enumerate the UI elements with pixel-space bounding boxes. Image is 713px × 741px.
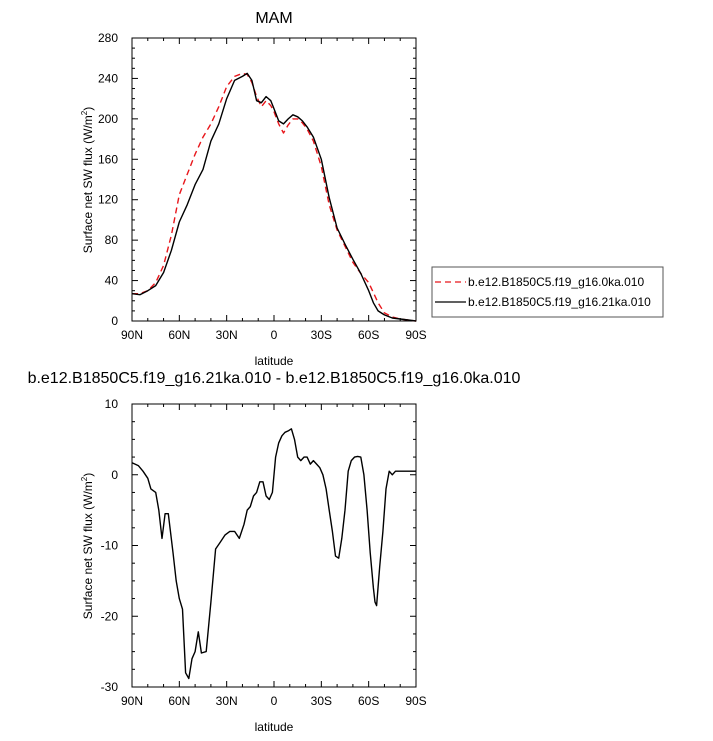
top-y-tick-label: 240 bbox=[98, 71, 118, 85]
top-x-tick-label: 0 bbox=[271, 328, 278, 342]
bottom-x-tick-label: 90S bbox=[405, 694, 426, 708]
bottom-x-tick-label: 30S bbox=[311, 694, 332, 708]
bottom-chart: b.e12.B1850C5.f19_g16.21ka.010 - b.e12.B… bbox=[28, 370, 521, 734]
bottom-x-tick-label: 60S bbox=[358, 694, 379, 708]
top-chart-title: MAM bbox=[255, 10, 292, 27]
top-y-axis-label: Surface net SW flux (W/m2) bbox=[80, 107, 95, 253]
top-x-tick-label: 30N bbox=[216, 328, 238, 342]
bottom-y-tick-label: -10 bbox=[101, 539, 119, 553]
top-y-tick-label: 160 bbox=[98, 152, 118, 166]
bottom-y-axis-label: Surface net SW flux (W/m2) bbox=[80, 473, 95, 619]
top-x-tick-label: 60S bbox=[358, 328, 379, 342]
top-y-tick-label: 200 bbox=[98, 112, 118, 126]
bottom-x-tick-label: 90N bbox=[121, 694, 143, 708]
top-series-line-1 bbox=[131, 72, 417, 322]
bottom-series-group bbox=[131, 428, 416, 680]
top-legend: b.e12.B1850C5.f19_g16.0ka.010 b.e12.B185… bbox=[431, 266, 664, 318]
top-x-tick-label: 90S bbox=[405, 328, 426, 342]
top-x-tick-label: 30S bbox=[311, 328, 332, 342]
bottom-chart-title: b.e12.B1850C5.f19_g16.21ka.010 - b.e12.B… bbox=[28, 370, 521, 387]
top-plot-frame bbox=[131, 37, 417, 322]
top-series-line-0 bbox=[132, 72, 417, 322]
legend-label-0ka: b.e12.B1850C5.f19_g16.0ka.010 bbox=[468, 275, 644, 289]
bottom-y-tick-label: 10 bbox=[105, 397, 119, 411]
top-y-tick-label: 0 bbox=[111, 314, 118, 328]
legend-box bbox=[431, 266, 664, 318]
top-x-tick-label: 60N bbox=[168, 328, 190, 342]
bottom-ticks: 90N 60N 30N 0 30S 60S 90S -30 -20 -10 0 10 bbox=[101, 397, 427, 708]
top-ticks: 90N 60N 30N 0 30S 60S 90S 0 40 80 120 160 200 240 280 bbox=[98, 31, 427, 342]
top-x-axis-label: latitude bbox=[255, 354, 294, 368]
bottom-series-line-0 bbox=[131, 428, 416, 680]
bottom-y-tick-label: 0 bbox=[111, 468, 118, 482]
bottom-x-tick-label: 30N bbox=[216, 694, 238, 708]
bottom-y-tick-label: -20 bbox=[101, 609, 119, 623]
top-chart: MAM 90N 60N 30N 0 30S 60S 90S 0 40 80 120 160 200 240… bbox=[80, 10, 664, 368]
top-y-tick-label: 120 bbox=[98, 193, 118, 207]
bottom-x-tick-label: 0 bbox=[271, 694, 278, 708]
top-y-tick-label: 80 bbox=[105, 233, 119, 247]
bottom-x-tick-label: 60N bbox=[168, 694, 190, 708]
top-y-tick-label: 280 bbox=[98, 31, 118, 45]
bottom-x-axis-label: latitude bbox=[255, 720, 294, 734]
top-y-tick-label: 40 bbox=[105, 274, 119, 288]
legend-label-21ka: b.e12.B1850C5.f19_g16.21ka.010 bbox=[468, 295, 651, 309]
bottom-y-tick-label: -30 bbox=[101, 680, 119, 694]
top-series-group bbox=[131, 72, 417, 322]
top-x-tick-label: 90N bbox=[121, 328, 143, 342]
bottom-plot-frame bbox=[131, 403, 417, 688]
